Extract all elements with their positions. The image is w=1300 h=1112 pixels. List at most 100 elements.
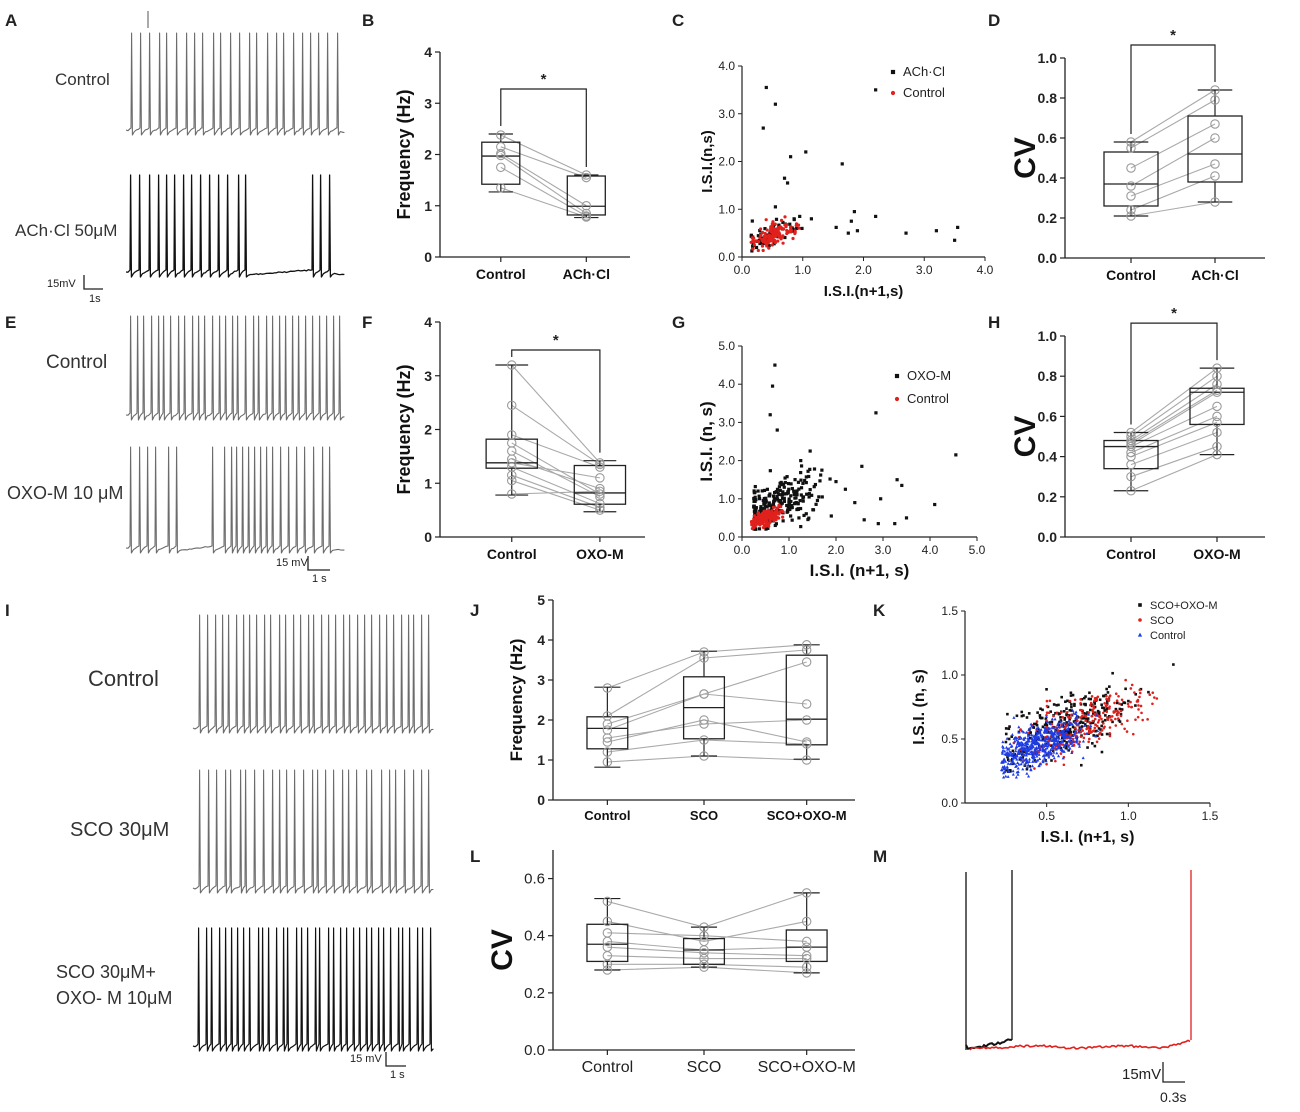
panel-j-frequency-boxplot: 0 1 2 3 4 5 Frequency (Hz) Control SCO SCO+OXO-M xyxy=(507,592,855,823)
panel-k-scatter-point xyxy=(1131,732,1135,736)
panel-g-scatter-point xyxy=(777,503,781,507)
panel-g-scatter-point xyxy=(754,527,758,531)
panel-d-data-point xyxy=(1210,133,1220,143)
panel-k-scatter-point xyxy=(1030,764,1035,768)
panel-k-scatter-point xyxy=(1064,700,1067,703)
panel-g-scatter-point xyxy=(766,526,770,530)
panel-g-scatter-point xyxy=(783,480,787,485)
panel-k-scatter-point xyxy=(1106,718,1110,721)
panel-label-m: M xyxy=(873,847,887,866)
panel-k-scatter-point xyxy=(1062,725,1066,729)
panel-j-data-point xyxy=(699,751,709,761)
panel-j-data-point xyxy=(699,715,709,725)
panel-k-scatter-point xyxy=(1108,715,1112,719)
scalebar-m-time: 0.3s xyxy=(1160,1089,1186,1105)
panel-g-scatter-point xyxy=(799,464,804,468)
panel-l-ytick-label: 0.0 xyxy=(524,1042,545,1059)
panel-g-scatter-point xyxy=(775,506,780,510)
panel-c-scatter-point xyxy=(852,210,856,214)
panel-k-scatter-point xyxy=(1138,688,1142,692)
panel-d-data-point xyxy=(1210,119,1220,129)
panel-k-scatter-point xyxy=(1033,722,1036,726)
panel-k-scatter-point xyxy=(1011,756,1015,760)
panel-k-scatter-point xyxy=(1006,761,1010,765)
panel-k-scatter-point xyxy=(1123,727,1126,731)
panel-g-scatter-point xyxy=(812,467,817,471)
panel-k-scatter-point xyxy=(1093,702,1097,705)
panel-g-xtick-label: 4.0 xyxy=(922,543,939,557)
panel-l-data-point xyxy=(801,968,812,978)
panel-c-scatter-point xyxy=(779,225,783,229)
panel-d-cv-boxplot: 0.0 0.2 0.4 0.6 0.8 1.0 CV Control ACh·Cl * xyxy=(1009,27,1265,283)
panel-c-scatter-point xyxy=(800,226,804,231)
panel-k-scatter-point xyxy=(1008,762,1012,766)
panel-letters: A B C D E F G H I J K L M xyxy=(5,11,1000,866)
panel-g-scatter-point xyxy=(799,478,803,482)
trace-m-red-path xyxy=(969,1039,1191,1051)
panel-c-scatter-point xyxy=(750,219,754,223)
panel-g-scatter-point xyxy=(790,518,794,522)
panel-j-box xyxy=(785,654,828,746)
panel-f-data-point xyxy=(506,489,517,499)
panel-g-scatter-point xyxy=(811,508,815,512)
panel-g-scatter-point xyxy=(789,482,793,486)
panel-d-data-point xyxy=(1126,205,1136,215)
panel-k-scatter-point xyxy=(1041,725,1045,729)
panel-g-scatter-point xyxy=(756,489,760,493)
panel-k-scatter-point xyxy=(1083,723,1087,726)
panel-g-scatter-point xyxy=(804,475,808,479)
panel-b-data-point xyxy=(581,212,592,222)
panel-g-series-oxo-m xyxy=(752,363,958,531)
panel-k-scatter-point xyxy=(1089,703,1092,707)
panel-k-scatter-point xyxy=(1127,699,1130,703)
panel-c-scatter-point xyxy=(770,243,774,247)
panel-d-data-point xyxy=(1126,143,1136,153)
panel-k-scatter-point xyxy=(1091,742,1094,745)
panel-k-scatter-point xyxy=(1148,693,1152,696)
panel-f-data-point xyxy=(595,473,605,483)
panel-k-scatter-point xyxy=(1102,694,1105,698)
panel-g-scatter-point xyxy=(781,515,785,519)
panel-k-scatter-point xyxy=(1059,730,1063,733)
panel-d-significance-star: * xyxy=(1170,27,1176,44)
panel-k-scatter-point xyxy=(1069,716,1072,720)
panel-g-scatter-point xyxy=(798,506,803,511)
panel-k-scatter-point xyxy=(1034,752,1038,756)
panel-k-scatter-point xyxy=(1087,697,1091,701)
panel-k-scatter-point xyxy=(1129,700,1132,704)
panel-f-paired-line xyxy=(511,442,601,495)
panel-h-data-point xyxy=(1126,486,1136,496)
panel-k-scatter-point xyxy=(1043,741,1047,745)
panel-k-scatter-point xyxy=(1057,733,1061,737)
panel-f-data-point xyxy=(595,505,605,515)
panel-k-scatter-point xyxy=(1024,730,1028,734)
panel-k-scatter-point xyxy=(1065,735,1069,738)
panel-k-scatter-point xyxy=(1081,756,1085,760)
panel-k-scatter-point xyxy=(1117,718,1121,722)
panel-d-data-point xyxy=(1126,211,1136,221)
trace-e-oxom-path xyxy=(125,446,345,554)
panel-k-scatter-point xyxy=(1070,743,1074,747)
panel-k-scatter-point xyxy=(1042,743,1046,747)
panel-k-scatter-point xyxy=(1119,713,1123,716)
panel-c-scatter-point xyxy=(761,126,765,130)
panel-k-scatter-point xyxy=(1056,754,1061,758)
panel-g-scatter-point xyxy=(799,493,803,497)
panel-f-data-point xyxy=(595,502,605,513)
panel-g-scatter-point xyxy=(819,473,823,477)
panel-k-scatter-point xyxy=(1027,757,1032,761)
panel-k-scatter-point xyxy=(1025,765,1029,769)
scalebar-a-line xyxy=(83,275,103,290)
panel-k-scatter-point xyxy=(1087,712,1091,716)
panel-j-data-point xyxy=(699,647,709,657)
panel-k-scatter-point xyxy=(1108,685,1111,688)
panel-f-significance-star: * xyxy=(553,332,559,349)
panel-k-scatter-point xyxy=(1084,695,1087,698)
panel-g-scatter-point xyxy=(802,513,806,518)
panel-d-paired-line xyxy=(1130,163,1216,197)
panel-l-data-point xyxy=(801,936,812,947)
trace-i-scooxo-label-1: SCO 30μM+ xyxy=(56,962,156,982)
panel-k-scatter-point xyxy=(1118,720,1122,723)
panel-j-data-point xyxy=(801,755,812,765)
panel-k-scatter-point xyxy=(1022,730,1026,734)
